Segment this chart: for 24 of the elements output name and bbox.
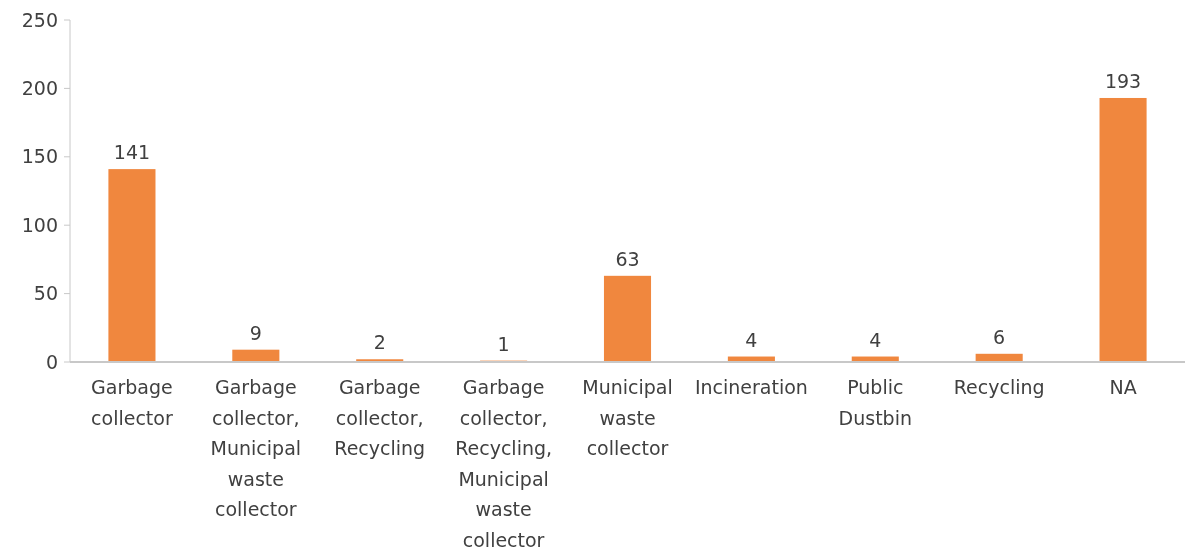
data-label: 193 [1104, 69, 1142, 92]
x-tick-label: Recycling [953, 376, 1045, 398]
x-tick-label: NA [1109, 376, 1137, 398]
y-tick-label: 0 [45, 350, 58, 373]
y-tick-label: 50 [33, 282, 58, 305]
data-label: 63 [615, 247, 640, 270]
y-tick-label: 150 [21, 145, 58, 168]
x-tick-label: Garbage collector, Municipal waste collector [210, 376, 302, 520]
y-tick-label: 250 [21, 8, 58, 31]
x-tick-label: Incineration [694, 376, 808, 398]
data-label: 4 [745, 328, 758, 351]
x-tick-label: Garbage collector [91, 376, 173, 429]
data-label: 4 [869, 328, 882, 351]
x-tick-label: Garbage collector, Recycling [334, 376, 426, 459]
data-label: 141 [113, 141, 151, 164]
x-tick-label: Garbage collector, Recycling, Municipal waste collector [455, 376, 553, 551]
y-tick-label: 200 [21, 77, 58, 100]
data-label: 2 [373, 331, 386, 354]
y-tick-label: 100 [21, 213, 58, 236]
x-tick-label: Municipal waste collector [582, 376, 673, 459]
data-label: 6 [993, 325, 1006, 348]
data-label: 1 [497, 332, 510, 355]
x-tick-label: Public Dustbin [838, 376, 912, 429]
data-label: 9 [249, 321, 262, 344]
